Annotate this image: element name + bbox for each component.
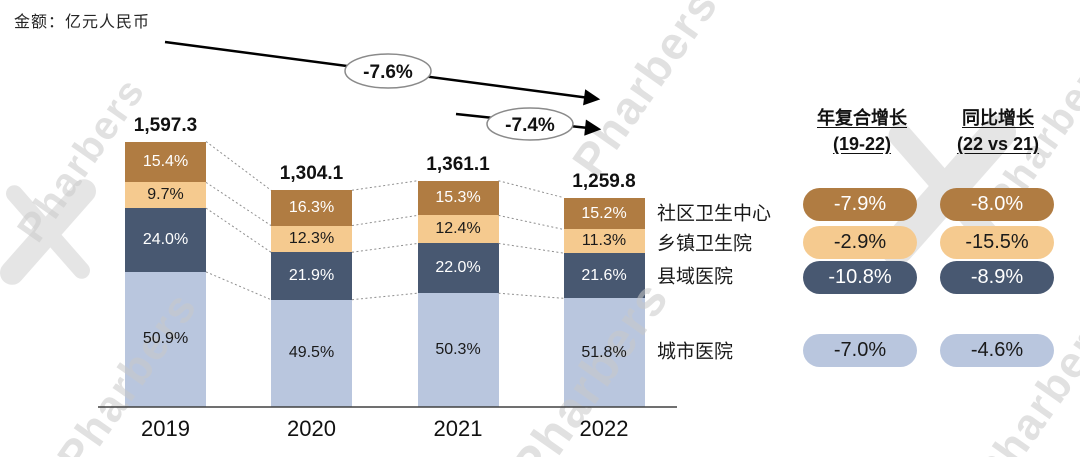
segment-connector-line xyxy=(498,214,564,230)
segment-percent-label: 50.9% xyxy=(142,330,189,348)
segment-connector-line xyxy=(351,180,418,191)
yoy-header-subtitle: (22 vs 21) xyxy=(956,134,1040,155)
yoy-pill-社区卫生中心: -8.0% xyxy=(940,188,1054,221)
yoy-header-title: 同比增长 xyxy=(962,108,1034,128)
bar-segment-2020-县域医院 xyxy=(271,252,352,300)
bar-total-label: 1,259.8 xyxy=(572,170,636,192)
cagr-column-header: 年复合增长 (19-22) xyxy=(797,105,927,157)
yoy-pill-乡镇卫生院: -15.5% xyxy=(940,226,1054,259)
segment-percent-label: 50.3% xyxy=(435,341,481,359)
yoy-pill-城市医院: -4.6% xyxy=(940,334,1054,367)
x-axis-year-label: 2021 xyxy=(433,416,483,441)
bar-segment-2022-城市医院 xyxy=(563,298,645,407)
series-name-label: 城市医院 xyxy=(657,341,734,363)
annotation-label: -7.6% xyxy=(363,62,413,83)
bar-segment-2022-县域医院 xyxy=(563,253,645,299)
annotation-ellipse xyxy=(486,107,574,141)
x-axis-year-label: 2019 xyxy=(141,416,190,441)
segment-connector-line xyxy=(351,214,418,227)
segment-connector-line xyxy=(351,292,418,301)
bar-segment-2021-县域医院 xyxy=(417,243,499,294)
segment-connector-line xyxy=(205,141,272,191)
bar-segment-2021-社区卫生中心 xyxy=(417,180,499,216)
bar-total-label: 1,304.1 xyxy=(279,163,344,185)
bar-segment-2020-城市医院 xyxy=(271,299,352,407)
bar-segment-2019-县域医院 xyxy=(125,208,206,272)
bar-segment-2019-社区卫生中心 xyxy=(125,141,206,183)
cagr-pill-县域医院: -10.8% xyxy=(803,261,917,294)
bar-segment-2019-城市医院 xyxy=(125,271,206,407)
segment-connector-line xyxy=(498,292,564,299)
segment-percent-label: 11.3% xyxy=(581,232,627,250)
segment-percent-label: 9.7% xyxy=(147,186,184,204)
annotation-ellipse xyxy=(344,53,432,89)
bar-segment-2020-社区卫生中心 xyxy=(271,190,352,226)
unit-label: 金额：亿元人民币 xyxy=(14,14,151,31)
x-axis-year-label: 2022 xyxy=(579,416,629,441)
cagr-pill-乡镇卫生院: -2.9% xyxy=(803,226,917,259)
cagr-header-subtitle: (19-22) xyxy=(832,134,892,155)
cagr-pill-城市医院: -7.0% xyxy=(803,334,917,367)
segment-percent-label: 15.3% xyxy=(435,189,481,207)
segment-percent-label: 12.4% xyxy=(435,220,481,238)
yoy-pill-县域医院: -8.9% xyxy=(940,261,1054,294)
yoy-column-header: 同比增长 (22 vs 21) xyxy=(933,105,1063,157)
segment-percent-label: 12.3% xyxy=(288,229,335,247)
bar-segment-2021-城市医院 xyxy=(417,293,499,407)
bar-segment-2019-乡镇卫生院 xyxy=(125,182,206,209)
bar-segment-2021-乡镇卫生院 xyxy=(417,215,499,244)
bar-segment-2020-乡镇卫生院 xyxy=(271,225,352,253)
segment-percent-label: 24.0% xyxy=(142,231,189,248)
annotation-label: -7.4% xyxy=(505,115,555,136)
x-axis-year-label: 2020 xyxy=(287,416,336,441)
segment-connector-line xyxy=(498,180,564,199)
segment-percent-label: 21.6% xyxy=(581,266,627,284)
bar-segment-2022-社区卫生中心 xyxy=(563,197,645,230)
bar-total-label: 1,361.1 xyxy=(426,153,490,175)
segment-percent-label: 15.2% xyxy=(581,204,627,222)
series-name-label: 县域医院 xyxy=(657,266,734,288)
segment-percent-label: 15.4% xyxy=(142,152,189,170)
segment-percent-label: 51.8% xyxy=(581,343,627,361)
segment-connector-line xyxy=(205,271,272,301)
segment-percent-label: 22.0% xyxy=(435,259,481,277)
segment-percent-label: 16.3% xyxy=(288,198,335,216)
segment-connector-line xyxy=(351,242,418,253)
series-name-label: 社区卫生中心 xyxy=(657,203,772,225)
cagr-pill-社区卫生中心: -7.9% xyxy=(803,188,917,221)
bar-total-label: 1,597.3 xyxy=(133,114,198,136)
segment-percent-label: 49.5% xyxy=(288,344,335,362)
series-name-label: 乡镇卫生院 xyxy=(657,233,753,255)
segment-connector-line xyxy=(498,242,564,254)
bar-segment-2022-乡镇卫生院 xyxy=(563,229,645,254)
cagr-header-title: 年复合增长 xyxy=(817,108,907,128)
segment-percent-label: 21.9% xyxy=(288,266,335,284)
